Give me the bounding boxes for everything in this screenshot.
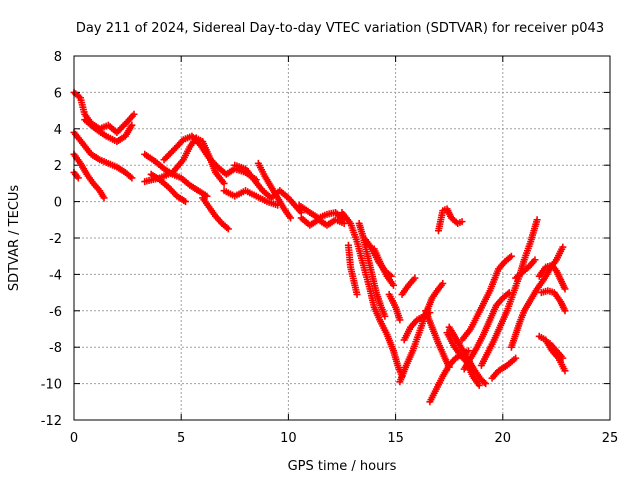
y-tick-label: 2 <box>54 159 62 174</box>
y-axis-label: SDTVAR / TECUs <box>7 185 22 292</box>
series-arc-03 <box>70 128 136 182</box>
series-arc-09 <box>160 132 260 184</box>
y-tick-label: -2 <box>49 232 62 247</box>
data-point <box>128 174 136 182</box>
data-point <box>482 380 490 388</box>
series-arc-31 <box>458 252 515 344</box>
data-point <box>353 290 361 298</box>
series-arc-37 <box>537 287 569 315</box>
series-arc-32 <box>477 216 541 369</box>
series-arc-36 <box>535 261 569 293</box>
series-arc-39 <box>546 340 567 362</box>
data-point <box>559 354 567 362</box>
series-arc-38 <box>535 332 569 375</box>
data-point <box>128 121 136 129</box>
series-arc-06 <box>141 150 211 200</box>
x-tick-label: 20 <box>495 431 512 446</box>
grid-layer <box>74 56 610 420</box>
y-tick-label: 6 <box>54 86 62 101</box>
series-arc-34 <box>507 243 567 351</box>
data-point <box>181 198 189 206</box>
y-tick-label: 8 <box>54 50 62 65</box>
data-point <box>561 367 569 375</box>
y-tick-label: -10 <box>41 378 62 393</box>
series-arc-16 <box>338 209 406 380</box>
series-arc-05 <box>70 168 82 182</box>
y-tick-label: -12 <box>41 414 62 429</box>
series-arc-13 <box>254 159 295 222</box>
y-tick-label: 0 <box>54 196 62 211</box>
data-point <box>533 216 541 224</box>
data-point <box>130 110 138 118</box>
x-tick-label: 0 <box>70 431 78 446</box>
data-point <box>100 194 108 202</box>
series-arc-02 <box>81 116 136 146</box>
y-tick-label: -4 <box>49 268 62 283</box>
data-point <box>411 274 419 282</box>
series-arc-35 <box>512 256 539 282</box>
series-arc-22 <box>398 274 419 298</box>
series-arc-30 <box>460 289 513 373</box>
data-point <box>74 174 82 182</box>
series-arc-20 <box>370 245 397 289</box>
data-point <box>512 354 520 362</box>
data-point <box>480 378 488 386</box>
data-point <box>396 316 404 324</box>
data-point <box>287 214 295 222</box>
series-arc-27 <box>434 205 466 235</box>
data-point <box>439 280 447 287</box>
data-point <box>220 179 228 187</box>
data-points <box>70 88 569 406</box>
x-tick-label: 5 <box>177 431 185 446</box>
series-arc-18 <box>355 219 389 320</box>
data-point <box>475 381 483 389</box>
data-point <box>203 192 211 200</box>
plot-frame <box>73 55 611 421</box>
series-arc-15 <box>297 214 348 229</box>
series-arc-33 <box>488 354 520 382</box>
x-tick-label: 10 <box>280 431 297 446</box>
series-arc-04 <box>70 150 108 202</box>
data-point <box>340 219 348 227</box>
x-axis-label: GPS time / hours <box>288 459 397 474</box>
y-tick-labels: -12 -10 -8 -6 -4 -2 0 2 4 6 8 <box>41 50 62 429</box>
x-tick-labels: 0 5 10 15 20 25 <box>70 431 618 446</box>
y-tick-label: -8 <box>49 341 62 356</box>
series-arc-10 <box>199 194 232 233</box>
data-point <box>224 225 232 233</box>
data-point <box>507 252 515 260</box>
data-point <box>559 243 567 251</box>
series-arc-21 <box>385 290 404 324</box>
data-point <box>178 137 186 145</box>
y-tick-label: 4 <box>54 123 62 138</box>
x-tick-label: 15 <box>387 431 404 446</box>
data-point <box>381 312 389 320</box>
chart-title: Day 211 of 2024, Sidereal Day-to-day VTE… <box>76 21 604 36</box>
data-point <box>531 256 539 264</box>
data-point <box>389 281 397 289</box>
series-arc-17 <box>344 241 361 298</box>
x-tick-label: 25 <box>602 431 619 446</box>
data-point <box>561 285 569 293</box>
data-point <box>458 218 466 226</box>
series-arc-29 <box>443 329 483 389</box>
y-tick-label: -6 <box>49 305 62 320</box>
data-point <box>561 307 569 315</box>
